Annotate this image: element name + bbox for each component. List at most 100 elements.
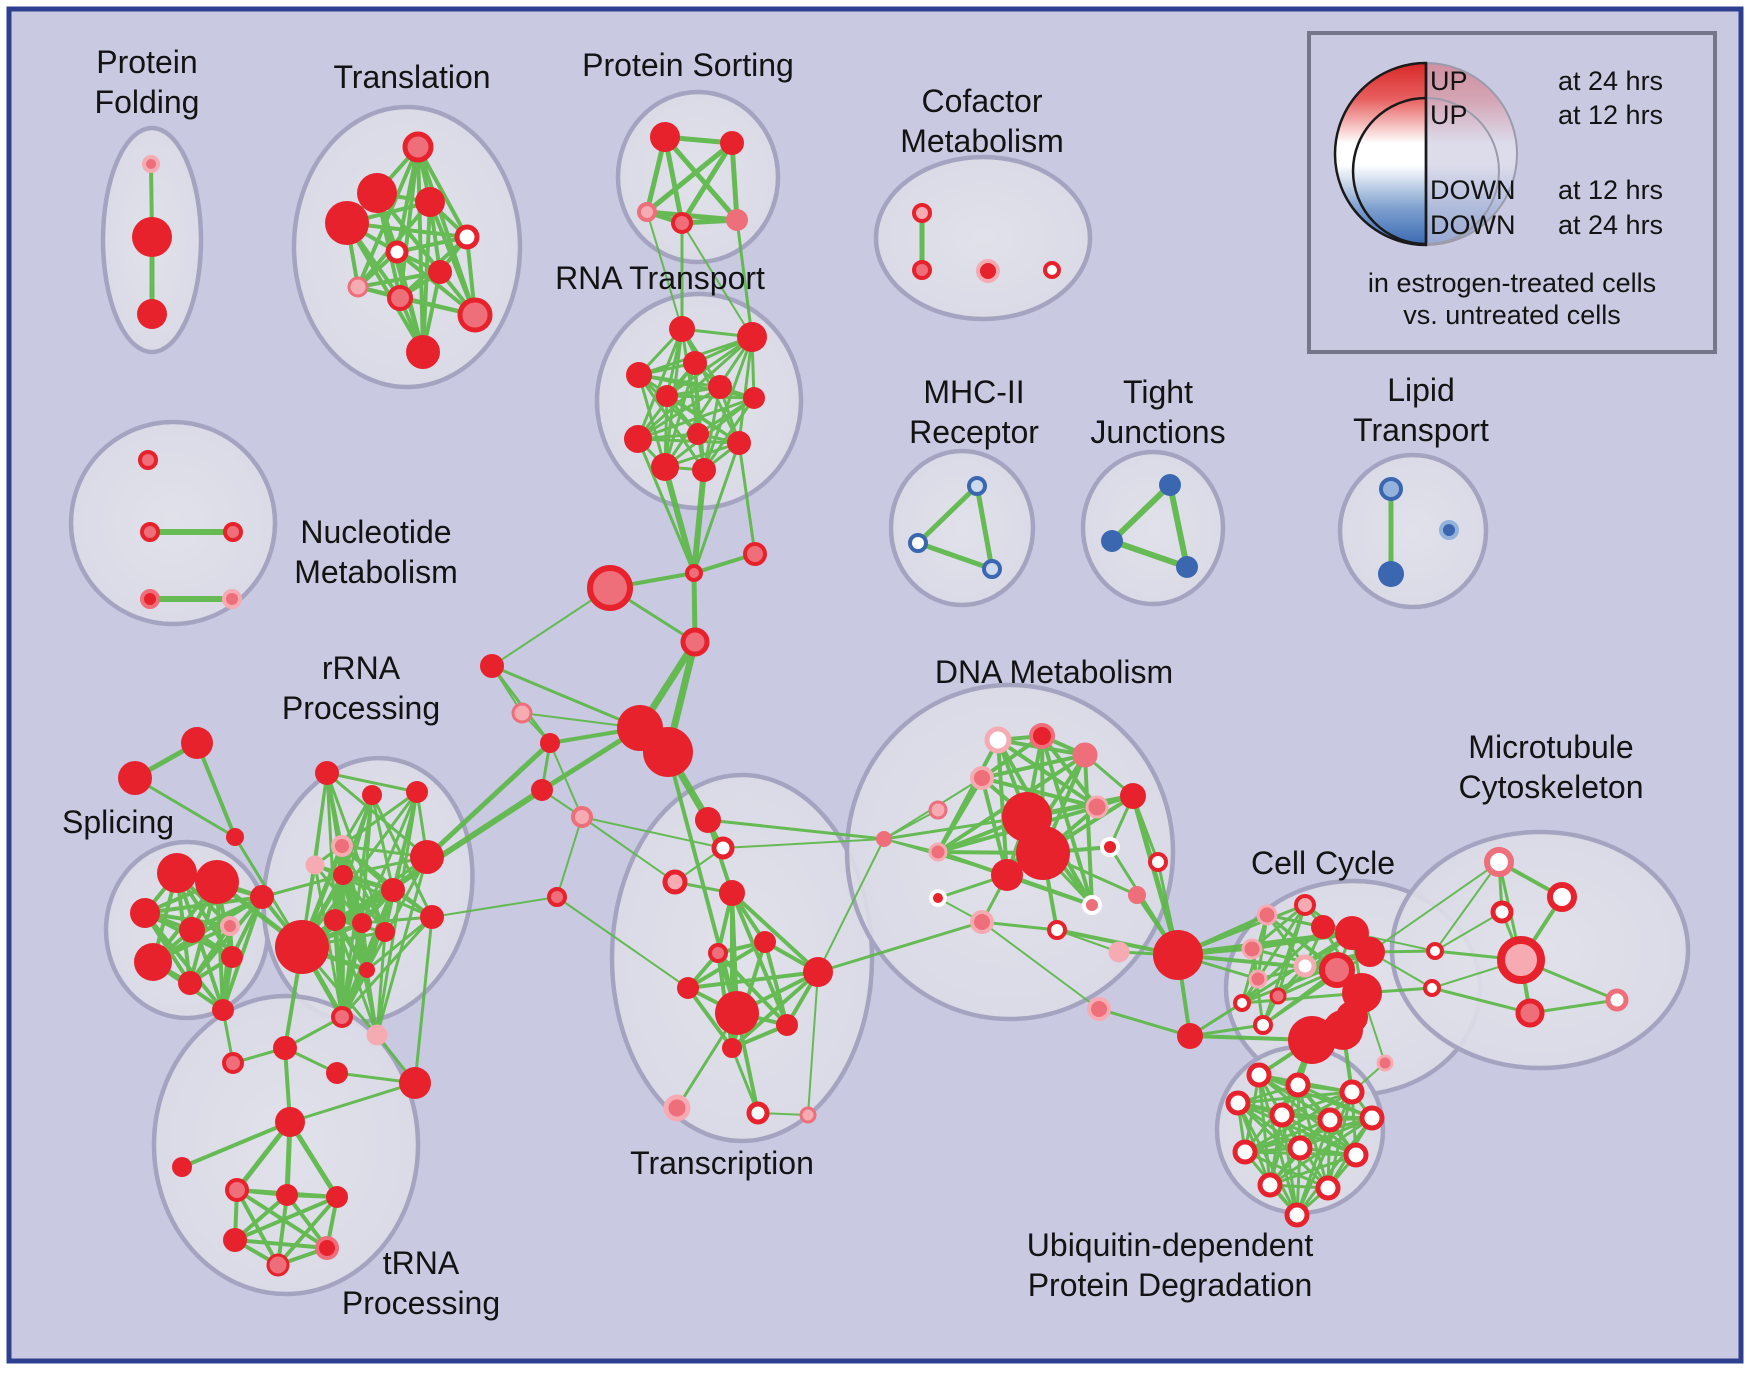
interaction-edge bbox=[356, 270, 442, 289]
gene-node-d3 bbox=[970, 766, 994, 790]
gene-node-k9 bbox=[1269, 987, 1287, 1005]
gene-node-e5 bbox=[223, 1228, 247, 1252]
interaction-edge bbox=[345, 221, 425, 354]
gene-node-t10 bbox=[406, 335, 440, 369]
interaction-edge bbox=[636, 327, 684, 441]
legend-inner-right-icon bbox=[1425, 97, 1500, 245]
interaction-edge bbox=[1298, 1116, 1374, 1150]
gene-node-t2 bbox=[415, 187, 445, 217]
interaction-edge bbox=[491, 587, 611, 667]
gene-node-a13 bbox=[359, 962, 375, 978]
gene-node-u4 bbox=[1269, 1102, 1295, 1128]
gene-node-t5 bbox=[385, 240, 409, 264]
gene-node-a9 bbox=[352, 913, 372, 933]
interaction-edge bbox=[370, 793, 395, 892]
interaction-edge bbox=[1280, 1113, 1358, 1157]
gene-node-d12 bbox=[1100, 837, 1120, 857]
gene-node-u7 bbox=[1232, 1139, 1258, 1165]
gene-node-r2 bbox=[626, 362, 652, 388]
interaction-edge bbox=[1295, 1116, 1374, 1217]
gene-node-lt1 bbox=[1439, 520, 1459, 540]
legend-direction-1: UP bbox=[1430, 100, 1468, 130]
interaction-edge bbox=[646, 211, 683, 330]
interaction-edge bbox=[981, 921, 1100, 1010]
gene-node-s0 bbox=[650, 122, 680, 152]
gene-node-mh2 bbox=[982, 559, 1002, 579]
gene-node-r0 bbox=[669, 316, 695, 342]
gene-node-p7 bbox=[250, 885, 274, 909]
gene-node-e4 bbox=[326, 1186, 348, 1208]
interaction-edge bbox=[636, 396, 756, 441]
interaction-edge bbox=[325, 771, 419, 794]
legend-direction-0: UP bbox=[1430, 66, 1468, 96]
interaction-edge bbox=[666, 750, 739, 1015]
gene-node-u11 bbox=[1315, 1175, 1341, 1201]
interaction-edge bbox=[490, 664, 642, 730]
interaction-edge bbox=[974, 483, 995, 572]
gene-node-a2 bbox=[406, 781, 428, 803]
gene-node-tj0 bbox=[1159, 474, 1181, 496]
gene-node-k15 bbox=[1336, 1001, 1368, 1033]
gene-node-p6 bbox=[178, 971, 202, 995]
cluster-label-mhc-ii-receptor: MHC-II Receptor bbox=[909, 374, 1039, 450]
gene-node-tj2 bbox=[1176, 556, 1198, 578]
gene-node-d20 bbox=[1087, 997, 1111, 1021]
gene-node-p1 bbox=[195, 860, 239, 904]
interaction-edge bbox=[1528, 998, 1619, 1015]
interaction-edge bbox=[883, 809, 939, 840]
gene-node-d14 bbox=[970, 910, 994, 934]
interaction-edge bbox=[729, 140, 740, 223]
interaction-edge bbox=[549, 742, 583, 818]
legend-direction-3: DOWN bbox=[1430, 210, 1515, 240]
gene-node-t9 bbox=[457, 297, 493, 333]
gene-node-c1 bbox=[912, 260, 932, 280]
gene-node-a10 bbox=[375, 922, 395, 942]
gene-node-pf1 bbox=[132, 217, 172, 257]
gene-node-h0 bbox=[685, 564, 703, 582]
gene-node-e0 bbox=[275, 1107, 305, 1137]
gene-node-p5 bbox=[134, 943, 172, 981]
gene-node-m5 bbox=[1497, 936, 1545, 984]
gene-node-f0 bbox=[273, 1036, 297, 1060]
interaction-edge bbox=[686, 970, 820, 990]
gene-node-r5 bbox=[656, 385, 678, 407]
legend-caption-0: in estrogen-treated cells bbox=[1368, 268, 1656, 298]
interaction-edge bbox=[686, 940, 767, 990]
gene-node-h2 bbox=[587, 565, 633, 611]
gene-node-a1 bbox=[362, 785, 382, 805]
interaction-edge bbox=[375, 855, 429, 1037]
legend: UP at 24 hrs UP at 12 hrs DOWN at 12 hrs DOWN a… bbox=[1307, 31, 1717, 354]
gene-node-t6 bbox=[428, 260, 452, 284]
gene-node-m6 bbox=[1515, 998, 1545, 1028]
cluster-ellipse-trna-processing bbox=[151, 993, 421, 1297]
cluster-label-cell-cycle: Cell Cycle bbox=[1251, 845, 1395, 881]
gene-node-t3 bbox=[325, 201, 369, 245]
interaction-edge bbox=[702, 396, 756, 472]
gene-node-r8 bbox=[624, 425, 652, 453]
gene-node-p8 bbox=[221, 946, 243, 968]
legend-time-0: at 24 hrs bbox=[1558, 66, 1663, 96]
interaction-edge bbox=[1268, 1153, 1358, 1187]
gene-node-x5 bbox=[708, 943, 728, 963]
gene-node-a11 bbox=[420, 905, 444, 929]
gene-node-u12 bbox=[1284, 1202, 1310, 1228]
cluster-ellipse-tight-junctions bbox=[1080, 449, 1226, 607]
interaction-edge bbox=[1236, 1101, 1358, 1157]
gene-node-c3 bbox=[1043, 261, 1061, 279]
interaction-edge bbox=[340, 844, 387, 934]
gene-node-d5 bbox=[876, 831, 892, 847]
gene-node-q0 bbox=[118, 761, 152, 795]
gene-node-a14 bbox=[331, 1006, 353, 1028]
interaction-edge bbox=[737, 441, 757, 556]
gene-node-g0 bbox=[1153, 930, 1203, 980]
interaction-edge bbox=[1369, 861, 1500, 953]
gene-node-pf2 bbox=[137, 299, 167, 329]
gene-node-pf0 bbox=[142, 155, 160, 173]
gene-node-q2 bbox=[226, 828, 244, 846]
gene-node-d4 bbox=[928, 800, 948, 820]
gene-node-r9 bbox=[727, 431, 751, 455]
gene-node-e2 bbox=[225, 1178, 249, 1202]
gene-node-d13 bbox=[929, 889, 947, 907]
gene-node-l4 bbox=[547, 887, 567, 907]
